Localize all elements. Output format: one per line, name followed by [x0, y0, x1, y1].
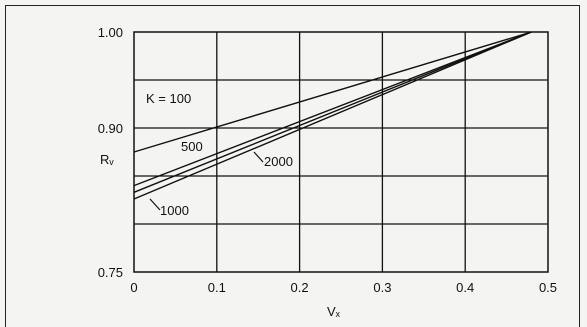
series-line-1	[133, 31, 532, 187]
series-label-1000: 1000	[160, 203, 189, 218]
y-tick-labels: 0.75 0.90 1.00	[98, 25, 123, 280]
grid-lines	[134, 32, 548, 272]
x-tick-label: 0.2	[291, 280, 309, 295]
x-tick-label: 0.1	[208, 280, 226, 295]
y-tick-label: 0.75	[98, 265, 123, 280]
y-axis-label: Rᵥ	[100, 152, 114, 167]
series-label-500: 500	[181, 139, 203, 154]
chart-frame	[5, 5, 580, 327]
series-line-3	[133, 31, 532, 200]
x-tick-label: 0.5	[539, 280, 557, 295]
x-tick-label: 0.4	[456, 280, 474, 295]
series-line-0	[133, 31, 532, 153]
series-label-2000: 2000	[264, 154, 293, 169]
series-lines	[133, 31, 532, 200]
leader-2000	[253, 151, 264, 163]
x-axis-label: Vₓ	[327, 304, 341, 319]
leader-1000	[149, 198, 161, 211]
x-tick-label: 0	[130, 280, 137, 295]
y-tick-label: 0.90	[98, 121, 123, 136]
series-label-k100: K = 100	[146, 91, 191, 106]
x-tick-label: 0.3	[373, 280, 391, 295]
series-line-2	[133, 31, 532, 193]
y-tick-label: 1.00	[98, 25, 123, 40]
x-tick-labels: 0 0.1 0.2 0.3 0.4 0.5	[130, 280, 557, 295]
